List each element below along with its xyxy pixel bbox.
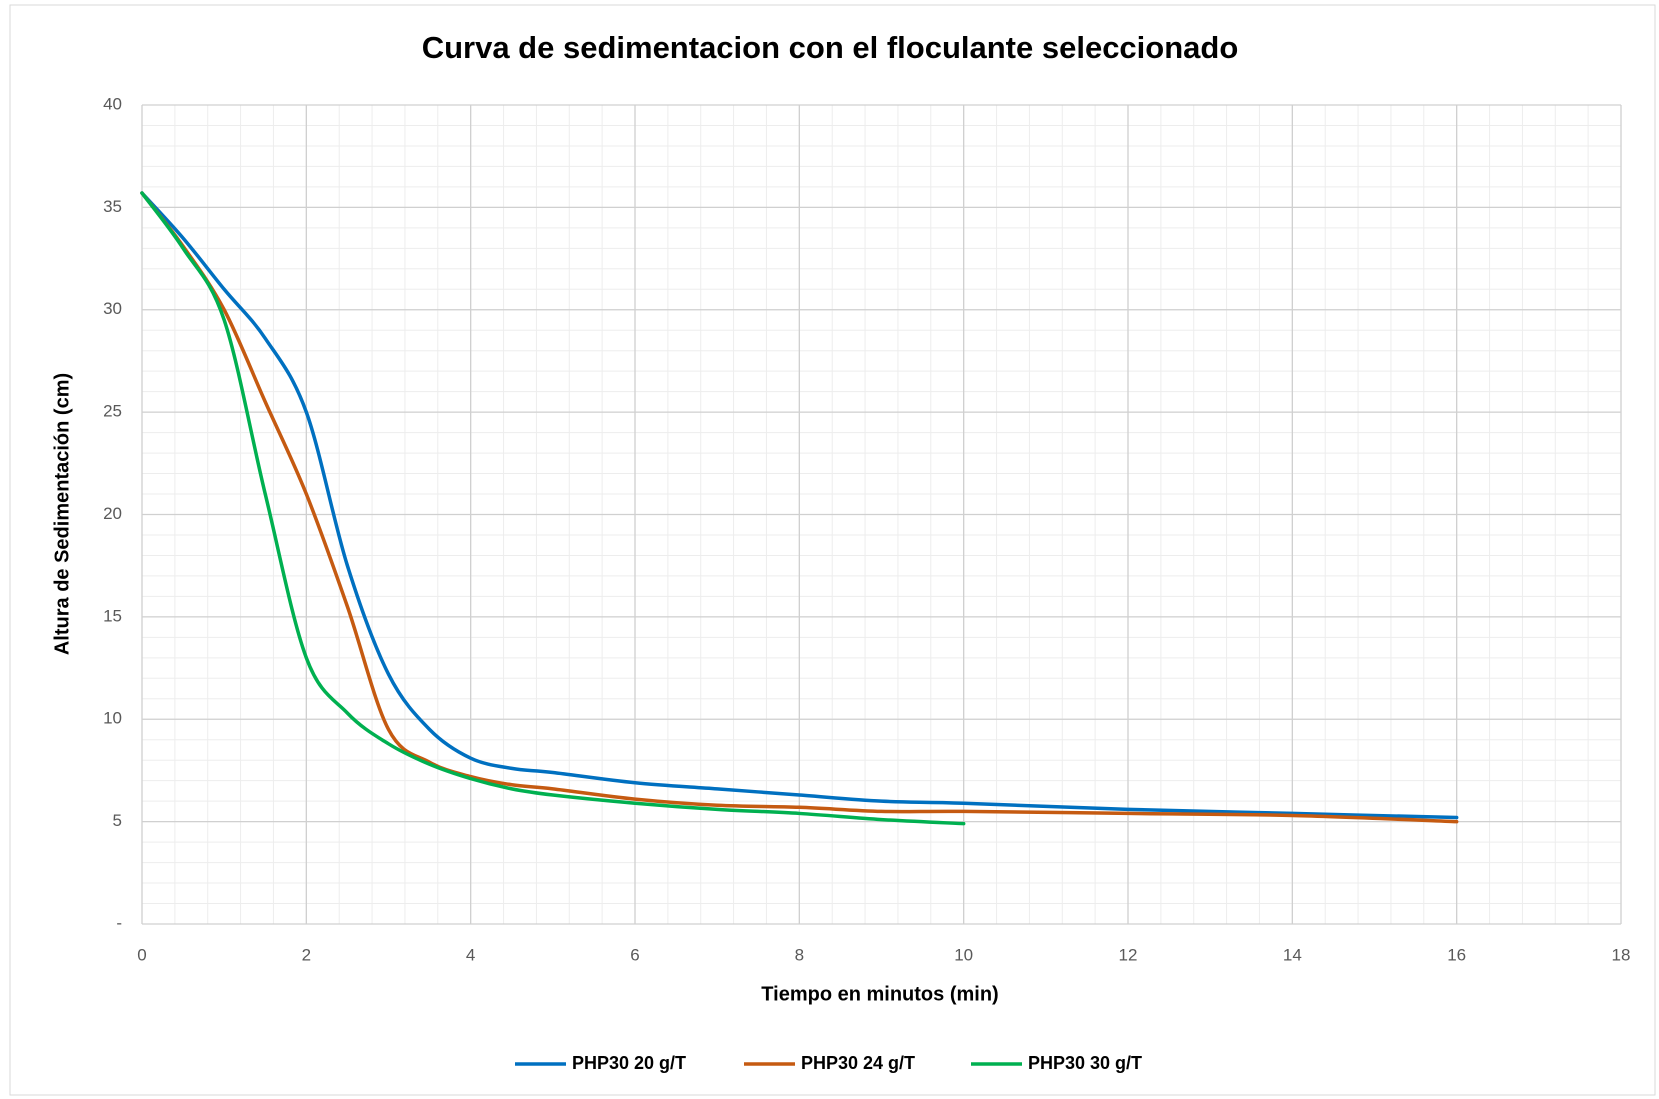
legend-label: PHP30 20 g/T [572,1053,686,1073]
x-tick-label: 14 [1283,945,1302,964]
y-axis-title: Altura de Sedimentación (cm) [51,373,73,655]
x-tick-label: 2 [302,945,311,964]
data-line [140,191,1459,820]
y-tick-label: 30 [103,299,122,318]
y-tick-label: 40 [103,94,122,113]
y-tick-label: 5 [113,811,122,830]
data-line [140,191,1459,824]
x-tick-label: 16 [1447,945,1466,964]
x-axis-title: Tiempo en minutos (min) [761,983,998,1005]
y-tick-label: 35 [103,197,122,216]
x-tick-label: 10 [954,945,973,964]
legend-label: PHP30 30 g/T [1028,1053,1142,1073]
y-tick-label: 25 [103,402,122,421]
x-tick-label: 18 [1612,945,1631,964]
legend-label: PHP30 24 g/T [801,1053,915,1073]
y-tick-label: 20 [103,504,122,523]
y-tick-label: 10 [103,709,122,728]
x-tick-label: 8 [795,945,804,964]
y-tick-label: - [116,913,122,932]
y-tick-label: 15 [103,606,122,625]
x-tick-label: 12 [1119,945,1138,964]
chart-title: Curva de sedimentacion con el floculante… [422,30,1239,65]
x-tick-label: 6 [630,945,639,964]
x-tick-label: 4 [466,945,475,964]
data-line [140,191,966,826]
x-tick-label: 0 [137,945,146,964]
